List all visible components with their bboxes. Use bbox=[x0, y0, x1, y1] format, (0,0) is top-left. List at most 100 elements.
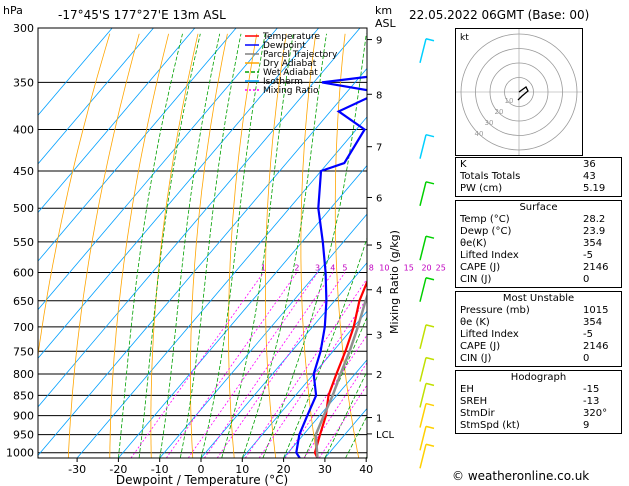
wind-barb bbox=[419, 383, 427, 408]
hodograph-ring-label: 40 bbox=[475, 130, 484, 138]
dry-adiabat-line bbox=[334, 33, 360, 458]
hodograph-table-title: Hodograph bbox=[510, 372, 567, 383]
pressure-tick-label: 600 bbox=[13, 267, 34, 280]
km-tick-label: 1 bbox=[376, 414, 382, 425]
km-tick-label: 9 bbox=[376, 36, 382, 47]
pressure-tick-label: 900 bbox=[13, 410, 34, 423]
pressure-tick-label: 850 bbox=[13, 389, 34, 402]
wind-barb bbox=[419, 181, 427, 206]
hodograph-table-box: Hodograph EH -15 SREH -13 StmDir 320° StmSp… bbox=[455, 370, 622, 434]
wet-adiabat-line bbox=[159, 33, 221, 458]
hpa-label: hPa bbox=[3, 4, 23, 17]
index-row: Totals Totals 43 bbox=[460, 171, 596, 182]
isotherm-line bbox=[159, 213, 367, 458]
km-tick-label: 6 bbox=[376, 193, 382, 204]
wind-barb-flag bbox=[425, 425, 435, 430]
wind-barb-flag bbox=[425, 277, 435, 281]
hodograph-ring-label: 30 bbox=[485, 119, 494, 127]
wind-barb-flag bbox=[425, 133, 435, 138]
surface-title: Surface bbox=[519, 202, 558, 213]
wet-adiabat-line bbox=[138, 33, 201, 458]
dry-adiabat-line bbox=[190, 33, 228, 458]
km-tick-label: 7 bbox=[376, 143, 382, 154]
mixing-ratio-label: 15 bbox=[404, 264, 414, 273]
wet-adiabat-line bbox=[262, 33, 367, 458]
mixing-ratio-line bbox=[166, 272, 298, 458]
pressure-tick-label: 1000 bbox=[6, 447, 34, 460]
index-row: K 36 bbox=[460, 159, 596, 170]
wind-barb bbox=[419, 426, 427, 451]
pressure-tick-label: 800 bbox=[13, 368, 34, 381]
x-tick-label: 30 bbox=[318, 463, 332, 476]
hodograph-ring-label: 10 bbox=[505, 97, 514, 105]
wet-adiabat-line bbox=[221, 33, 294, 458]
wet-adiabat-line bbox=[200, 33, 266, 458]
x-tick-label: -30 bbox=[68, 463, 86, 476]
isotherm-line bbox=[38, 28, 237, 262]
surface-row: Dewp (°C) 23.9 bbox=[460, 226, 606, 237]
copyright-footer[interactable]: © weatheronline.co.uk bbox=[452, 469, 590, 483]
mixing-ratio-line bbox=[245, 278, 367, 458]
isotherm-line bbox=[38, 28, 113, 116]
wind-barb bbox=[419, 357, 427, 382]
pressure-tick-label: 300 bbox=[13, 22, 34, 35]
mixing-ratio-line bbox=[216, 272, 346, 458]
parcel-trajectory-line bbox=[314, 292, 367, 458]
mixing-ratio-label: 2 bbox=[294, 264, 299, 273]
mixing-ratio-label: 3 bbox=[315, 264, 320, 273]
temperature-line bbox=[313, 279, 367, 458]
pressure-tick-label: 450 bbox=[13, 165, 34, 178]
mu-row: CIN (J) 0 bbox=[460, 353, 590, 364]
km-tick-label: 4 bbox=[376, 286, 382, 297]
mixing-ratio-label: 20 bbox=[421, 264, 431, 273]
surface-row: Temp (°C) 28.2 bbox=[460, 214, 606, 225]
mu-row: CAPE (J) 2146 bbox=[460, 341, 609, 352]
wind-barb bbox=[419, 444, 427, 469]
hodo-row: SREH -13 bbox=[460, 396, 600, 407]
mixing-ratio-label: 8 bbox=[369, 264, 374, 273]
surface-box: Surface Temp (°C) 28.2 Dewp (°C) 23.9 θe(K… bbox=[455, 200, 622, 288]
legend-label: Dewpoint bbox=[263, 41, 306, 51]
dry-adiabat-line bbox=[38, 33, 111, 358]
mixing-ratio-label: 1 bbox=[261, 264, 266, 273]
mixing-ratio-label: 25 bbox=[436, 264, 446, 273]
mixing-ratio-line bbox=[187, 272, 318, 458]
index-row: PW (cm) 5.19 bbox=[460, 183, 606, 194]
isotherm-line bbox=[283, 359, 367, 458]
legend-label: Temperature bbox=[262, 32, 320, 42]
surface-row: Lifted Index -5 bbox=[460, 250, 593, 261]
pressure-tick-label: 350 bbox=[13, 76, 34, 89]
km-tick-label: LCL bbox=[376, 430, 395, 441]
legend-label: Parcel Trajectory bbox=[263, 50, 338, 60]
wind-barb-flag bbox=[425, 181, 435, 185]
hodograph-ring-label: 20 bbox=[495, 108, 504, 116]
wind-barb bbox=[419, 403, 427, 428]
isotherm-line bbox=[76, 116, 367, 458]
x-tick-label: 10 bbox=[235, 463, 249, 476]
x-tick-label: 40 bbox=[359, 463, 373, 476]
mixing-ratio-line bbox=[318, 384, 367, 458]
legend-label: Isotherm bbox=[263, 77, 303, 87]
pressure-tick-label: 750 bbox=[13, 345, 34, 358]
km-tick-label: 3 bbox=[376, 330, 382, 341]
x-tick-label: 20 bbox=[277, 463, 291, 476]
mixing-ratio-line bbox=[258, 297, 367, 458]
hodograph-panel: kt 10 20 30 40 bbox=[455, 28, 583, 156]
mixing-ratio-axis-label: Mixing Ratio (g/kg) bbox=[388, 230, 401, 334]
hodo-row: StmDir 320° bbox=[460, 408, 608, 419]
mixing-ratio-label: 10 bbox=[379, 264, 389, 273]
mu-row: Pressure (mb) 1015 bbox=[460, 305, 609, 316]
wind-barb-flag bbox=[425, 324, 435, 328]
wind-barb-flag bbox=[425, 443, 435, 447]
km-tick-label: 8 bbox=[376, 90, 382, 101]
wet-adiabat-line bbox=[324, 370, 367, 458]
mixing-ratio-line bbox=[130, 272, 264, 458]
isotherm-line bbox=[38, 28, 278, 311]
mixing-ratio-label: 4 bbox=[330, 264, 335, 273]
dry-adiabat-line bbox=[67, 33, 140, 458]
mu-row: θe (K) 354 bbox=[460, 317, 603, 328]
surface-row: CAPE (J) 2146 bbox=[460, 262, 609, 273]
pressure-tick-label: 950 bbox=[13, 429, 34, 442]
mixing-ratio-line bbox=[284, 334, 367, 458]
